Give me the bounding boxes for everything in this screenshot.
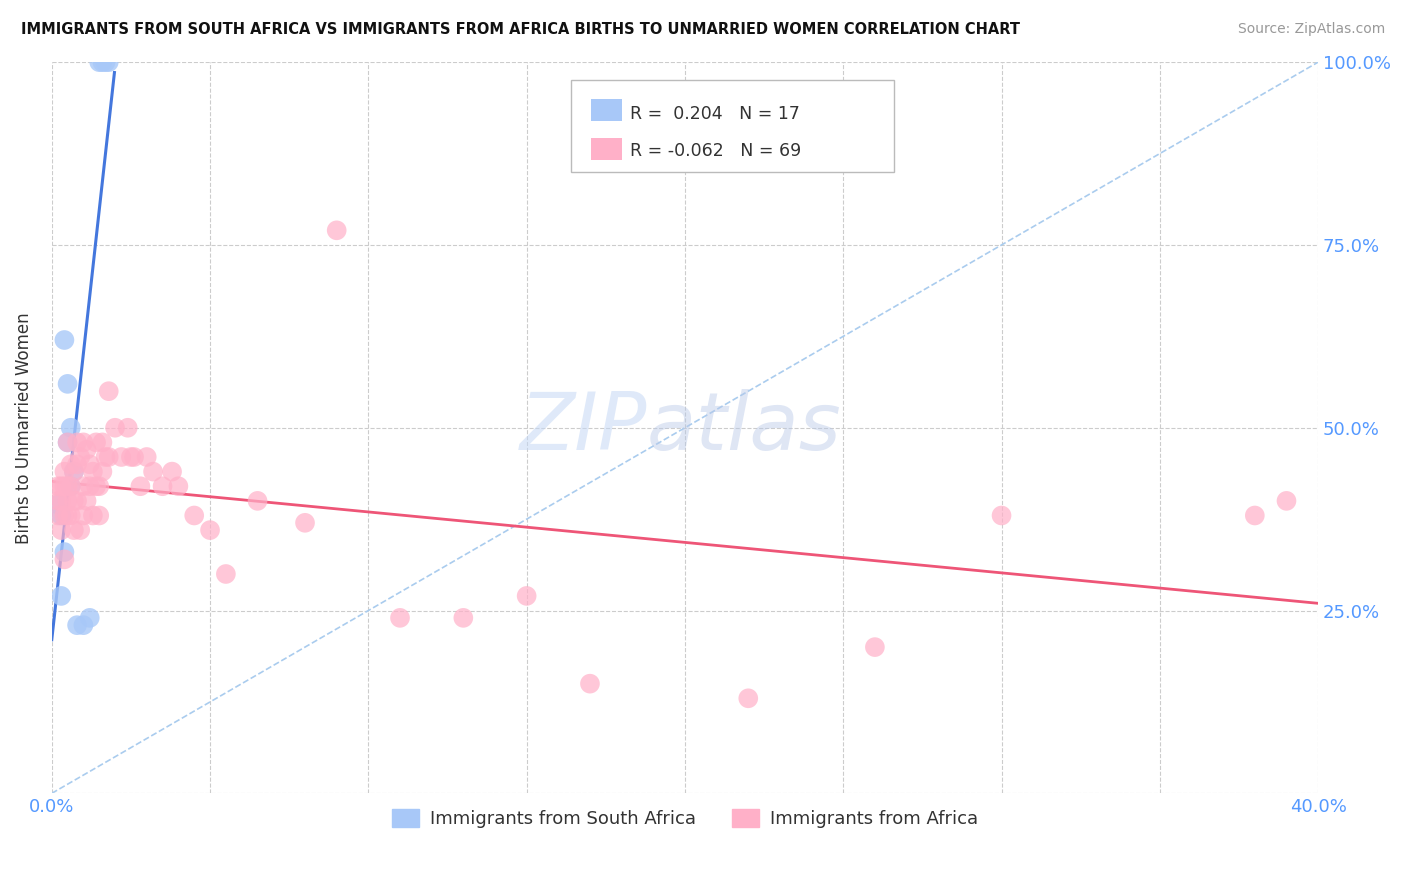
Point	[53, 508, 76, 523]
Point	[142, 465, 165, 479]
Point	[53, 545, 76, 559]
Point	[56, 494, 79, 508]
Point	[59, 421, 82, 435]
Point	[325, 223, 347, 237]
Point	[516, 589, 538, 603]
Point	[160, 465, 183, 479]
Point	[51, 494, 73, 508]
Point	[72, 508, 94, 523]
Point	[53, 552, 76, 566]
Point	[59, 479, 82, 493]
Point	[63, 523, 86, 537]
Point	[53, 465, 76, 479]
Point	[46, 498, 69, 512]
Point	[53, 479, 76, 493]
Point	[51, 589, 73, 603]
FancyBboxPatch shape	[571, 80, 894, 172]
Point	[97, 55, 120, 70]
Point	[1243, 508, 1265, 523]
Point	[79, 479, 101, 493]
Point	[94, 55, 117, 70]
Point	[97, 384, 120, 399]
Legend: Immigrants from South Africa, Immigrants from Africa: Immigrants from South Africa, Immigrants…	[385, 802, 986, 836]
Text: IMMIGRANTS FROM SOUTH AFRICA VS IMMIGRANTS FROM AFRICA BIRTHS TO UNMARRIED WOMEN: IMMIGRANTS FROM SOUTH AFRICA VS IMMIGRAN…	[21, 22, 1021, 37]
Point	[91, 435, 114, 450]
Point	[104, 421, 127, 435]
Point	[51, 523, 73, 537]
Point	[215, 566, 238, 581]
Point	[72, 435, 94, 450]
Point	[66, 458, 89, 472]
Point	[63, 465, 86, 479]
Point	[84, 479, 107, 493]
Point	[246, 494, 269, 508]
Point	[63, 494, 86, 508]
Point	[198, 523, 221, 537]
Point	[56, 508, 79, 523]
Point	[863, 640, 886, 654]
Point	[72, 479, 94, 493]
Point	[94, 450, 117, 464]
Point	[51, 479, 73, 493]
Point	[66, 494, 89, 508]
Point	[453, 611, 475, 625]
Point	[1275, 494, 1298, 508]
Point	[69, 523, 91, 537]
Text: R = -0.062   N = 69: R = -0.062 N = 69	[630, 143, 801, 161]
FancyBboxPatch shape	[592, 138, 621, 161]
Point	[76, 442, 98, 457]
FancyBboxPatch shape	[592, 99, 621, 121]
Point	[79, 611, 101, 625]
Point	[388, 611, 411, 625]
Point	[737, 691, 759, 706]
Point	[53, 333, 76, 347]
Point	[117, 421, 139, 435]
Point	[89, 55, 111, 70]
Point	[79, 458, 101, 472]
Point	[89, 508, 111, 523]
Point	[51, 508, 73, 523]
Text: atlas: atlas	[647, 389, 842, 467]
Point	[97, 450, 120, 464]
Point	[56, 479, 79, 493]
Point	[135, 450, 157, 464]
Point	[91, 55, 114, 70]
Point	[59, 508, 82, 523]
Point	[63, 465, 86, 479]
Point	[46, 479, 69, 493]
Point	[56, 376, 79, 391]
Point	[82, 508, 104, 523]
Point	[59, 458, 82, 472]
Point	[91, 465, 114, 479]
Point	[167, 479, 190, 493]
Y-axis label: Births to Unmarried Women: Births to Unmarried Women	[15, 312, 32, 543]
Point	[84, 435, 107, 450]
Point	[66, 618, 89, 632]
Point	[56, 435, 79, 450]
Point	[46, 494, 69, 508]
Point	[152, 479, 174, 493]
Point	[183, 508, 205, 523]
Text: ZIP: ZIP	[520, 389, 647, 467]
Text: Source: ZipAtlas.com: Source: ZipAtlas.com	[1237, 22, 1385, 37]
Point	[56, 435, 79, 450]
Point	[579, 676, 602, 690]
Point	[120, 450, 142, 464]
Point	[294, 516, 316, 530]
Point	[129, 479, 152, 493]
Point	[990, 508, 1012, 523]
Point	[76, 494, 98, 508]
Point	[110, 450, 132, 464]
Point	[122, 450, 145, 464]
Point	[82, 465, 104, 479]
Point	[89, 479, 111, 493]
Point	[69, 450, 91, 464]
Text: R =  0.204   N = 17: R = 0.204 N = 17	[630, 104, 800, 122]
Point	[66, 435, 89, 450]
Point	[46, 508, 69, 523]
Point	[59, 479, 82, 493]
Point	[72, 618, 94, 632]
